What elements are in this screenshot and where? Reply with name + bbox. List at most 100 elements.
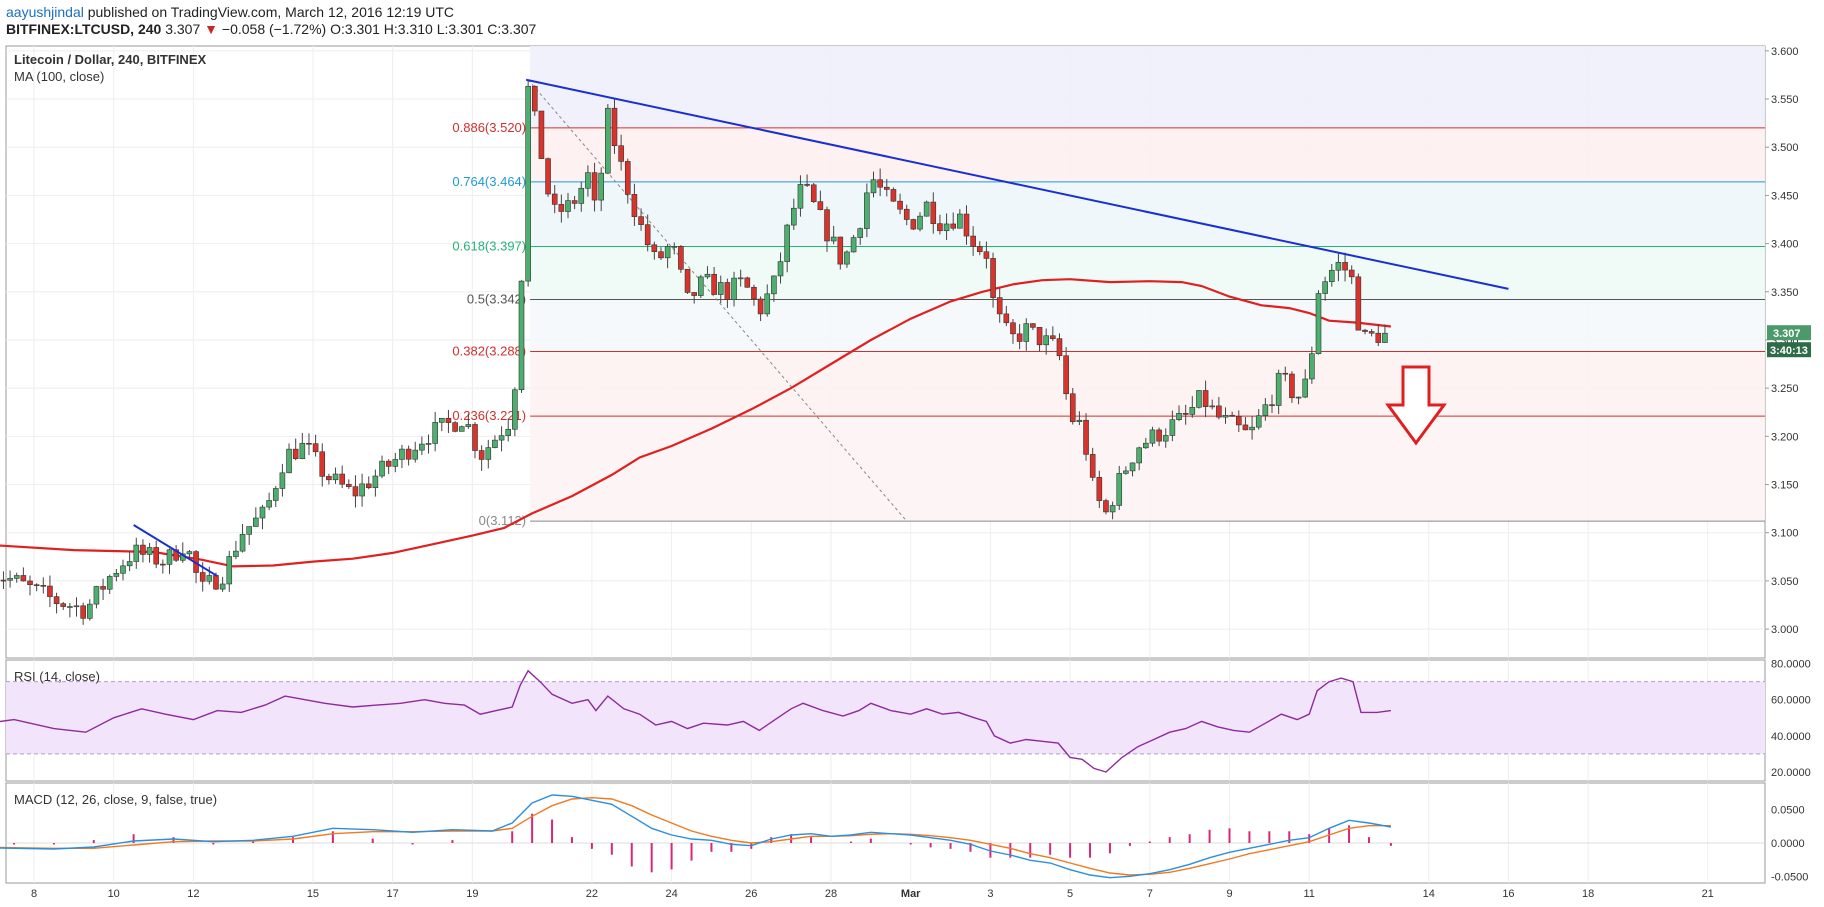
candle-body bbox=[80, 605, 86, 619]
candle-body bbox=[47, 585, 53, 597]
y-tick-label: 3.250 bbox=[1771, 383, 1799, 395]
candle-body bbox=[1076, 419, 1083, 422]
x-tick-label: 7 bbox=[1147, 888, 1153, 900]
candle-body bbox=[332, 473, 339, 481]
x-tick-label: 21 bbox=[1702, 888, 1714, 900]
candle-body bbox=[186, 551, 193, 555]
candle-body bbox=[777, 261, 784, 277]
candle-body bbox=[545, 158, 551, 195]
fib-level-label: 0.764(3.464) bbox=[452, 174, 526, 189]
candle-body bbox=[86, 603, 93, 619]
candle-body bbox=[558, 204, 565, 212]
candle-body bbox=[1249, 426, 1255, 431]
candle-body bbox=[711, 273, 717, 295]
candle-body bbox=[153, 547, 160, 565]
candle-body bbox=[419, 443, 425, 451]
candle-body bbox=[943, 223, 950, 232]
fib-zone bbox=[530, 299, 1765, 352]
candle-body bbox=[1083, 419, 1089, 455]
candle-body bbox=[1382, 332, 1388, 343]
candle-body bbox=[531, 85, 538, 112]
candle-body bbox=[438, 417, 445, 423]
fib-level-label: 0.886(3.520) bbox=[452, 120, 526, 135]
publish-info: published on TradingView.com, March 12, … bbox=[87, 4, 455, 20]
candle-body bbox=[492, 439, 498, 448]
candle-body bbox=[166, 549, 173, 565]
candle-body bbox=[638, 216, 644, 225]
fib-level-label: 0.5(3.342) bbox=[467, 291, 526, 306]
candle-body bbox=[791, 207, 797, 226]
fib-zone bbox=[530, 127, 1765, 182]
candle-body bbox=[837, 236, 844, 265]
candle-body bbox=[1348, 269, 1355, 278]
chart-title: Litecoin / Dollar, 240, BITFINEX bbox=[14, 52, 206, 67]
candle-body bbox=[797, 184, 804, 209]
fib-zone bbox=[530, 46, 1765, 128]
candle-body bbox=[1096, 477, 1103, 501]
candle-body bbox=[465, 424, 472, 427]
candle-body bbox=[618, 145, 624, 162]
candle-body bbox=[133, 544, 140, 562]
candle-body bbox=[551, 193, 558, 205]
x-tick-label: 18 bbox=[1582, 888, 1594, 900]
author-link[interactable]: aayushjindal bbox=[6, 4, 84, 20]
y-tick-label: 3.550 bbox=[1771, 94, 1799, 106]
candle-body bbox=[1295, 396, 1302, 399]
price-change: −0.058 (−1.72%) bbox=[221, 21, 327, 37]
y-tick-label: 3.150 bbox=[1771, 480, 1799, 492]
candle-body bbox=[1355, 276, 1362, 331]
trendline-resistance[interactable] bbox=[525, 78, 1509, 290]
candle-body bbox=[930, 201, 937, 224]
rsi-line bbox=[0, 669, 1391, 773]
candle-body bbox=[784, 224, 790, 262]
countdown-label: 3:40:13 bbox=[1770, 345, 1808, 357]
candle-body bbox=[40, 585, 47, 587]
candle-body bbox=[0, 579, 7, 582]
x-tick-label: 28 bbox=[825, 888, 837, 900]
candle-body bbox=[405, 448, 412, 460]
candle-body bbox=[100, 586, 106, 590]
macd-label: MACD (12, 26, close, 9, false, true) bbox=[14, 792, 217, 807]
candle-body bbox=[113, 572, 120, 577]
candle-body bbox=[1116, 473, 1123, 506]
candle-body bbox=[850, 237, 857, 253]
x-tick-label: 5 bbox=[1067, 888, 1073, 900]
down-triangle-icon: ▼ bbox=[204, 21, 218, 37]
candle-body bbox=[1136, 447, 1142, 464]
candle-body bbox=[1235, 416, 1242, 426]
candle-body bbox=[266, 500, 272, 508]
candle-body bbox=[963, 213, 970, 237]
last-price-tag bbox=[1767, 325, 1811, 341]
candle-body bbox=[253, 517, 259, 527]
candle-body bbox=[585, 172, 591, 189]
x-tick-label: 14 bbox=[1423, 888, 1435, 900]
fib-level-label: 0.382(3.288) bbox=[452, 344, 526, 359]
symbol-label: BITFINEX:LTCUSD, 240 bbox=[6, 21, 162, 37]
candle-body bbox=[359, 483, 365, 497]
candle-body bbox=[472, 424, 478, 451]
candle-body bbox=[1016, 333, 1023, 342]
candle-body bbox=[1023, 323, 1030, 342]
candle-body bbox=[691, 292, 697, 296]
candle-body bbox=[120, 565, 126, 574]
x-tick-label: 8 bbox=[31, 888, 37, 900]
candle-body bbox=[352, 486, 359, 497]
candle-body bbox=[717, 282, 724, 295]
candle-body bbox=[1322, 281, 1328, 294]
down-arrow-icon bbox=[1385, 365, 1447, 446]
candle-body bbox=[399, 448, 405, 460]
candle-body bbox=[857, 228, 864, 238]
candle-body bbox=[1043, 335, 1049, 346]
candle-body bbox=[525, 85, 531, 282]
candle-body bbox=[744, 277, 751, 288]
last-price-header: 3.307 bbox=[165, 21, 201, 37]
trendline-small[interactable] bbox=[133, 524, 218, 577]
candle-body bbox=[126, 561, 133, 567]
candle-body bbox=[651, 244, 658, 253]
y-tick-label: 3.000 bbox=[1771, 624, 1799, 636]
candle-body bbox=[1162, 435, 1169, 442]
last-price-label: 3.307 bbox=[1773, 328, 1801, 340]
x-tick-label: 10 bbox=[108, 888, 120, 900]
x-tick-label: 19 bbox=[466, 888, 478, 900]
